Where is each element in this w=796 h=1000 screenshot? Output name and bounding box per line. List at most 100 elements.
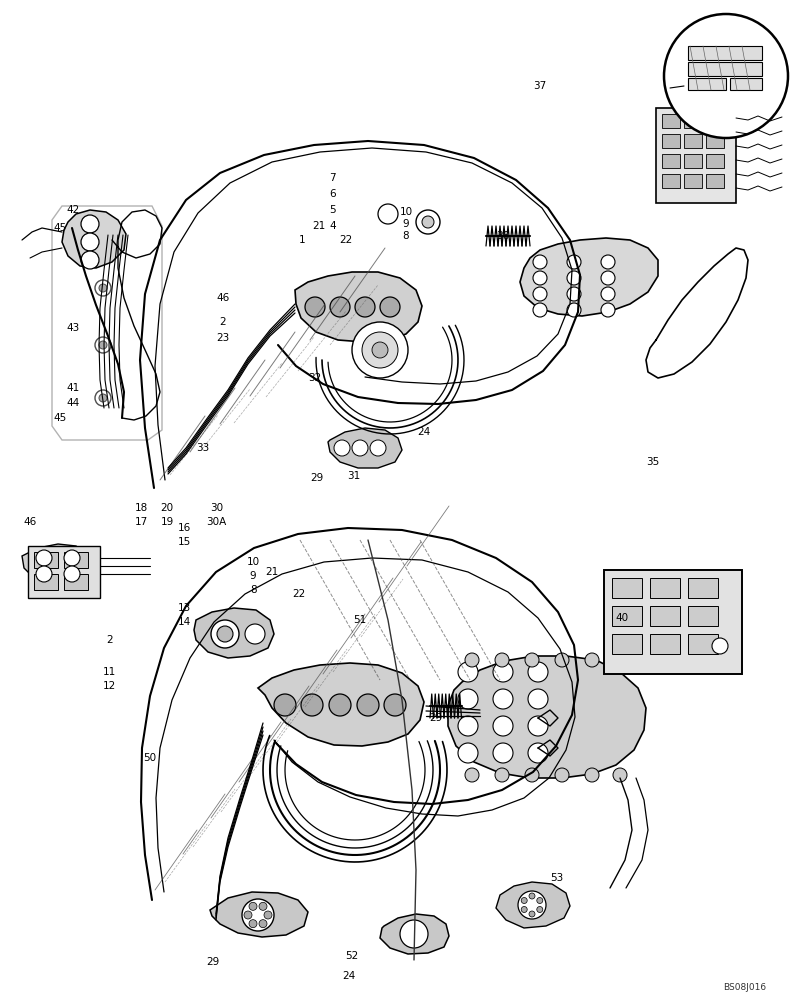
Polygon shape: [380, 914, 449, 954]
Circle shape: [465, 653, 479, 667]
Circle shape: [567, 255, 581, 269]
Circle shape: [36, 566, 52, 582]
Circle shape: [305, 297, 325, 317]
Circle shape: [95, 337, 111, 353]
Polygon shape: [52, 206, 162, 440]
Circle shape: [528, 662, 548, 682]
Circle shape: [81, 251, 99, 269]
Circle shape: [458, 689, 478, 709]
Circle shape: [249, 902, 257, 910]
Circle shape: [533, 287, 547, 301]
Circle shape: [244, 911, 252, 919]
Text: 33: 33: [197, 443, 209, 453]
Circle shape: [528, 716, 548, 736]
Circle shape: [495, 653, 509, 667]
Text: 32: 32: [308, 373, 321, 383]
Text: 19: 19: [161, 517, 174, 527]
Text: 45: 45: [54, 223, 67, 233]
Text: 23: 23: [217, 333, 229, 343]
Circle shape: [533, 271, 547, 285]
Circle shape: [601, 271, 615, 285]
Circle shape: [384, 694, 406, 716]
Circle shape: [357, 694, 379, 716]
Text: 29: 29: [430, 713, 443, 723]
Circle shape: [601, 287, 615, 301]
Text: 40: 40: [616, 613, 629, 623]
Circle shape: [81, 233, 99, 251]
Text: 16: 16: [178, 523, 191, 533]
Circle shape: [370, 440, 386, 456]
Text: 43: 43: [67, 323, 80, 333]
Circle shape: [533, 303, 547, 317]
Text: 10: 10: [400, 207, 412, 217]
Circle shape: [95, 390, 111, 406]
Bar: [688, 62, 762, 76]
Circle shape: [585, 653, 599, 667]
Text: BS08J016: BS08J016: [723, 984, 766, 992]
Text: 24: 24: [342, 971, 355, 981]
Bar: [684, 174, 702, 188]
Circle shape: [334, 440, 350, 456]
Text: 24: 24: [418, 427, 431, 437]
Circle shape: [533, 255, 547, 269]
Polygon shape: [295, 272, 422, 342]
Circle shape: [525, 653, 539, 667]
Bar: [706, 134, 724, 148]
Circle shape: [458, 743, 478, 763]
Text: 11: 11: [103, 667, 116, 677]
Text: 31: 31: [348, 471, 361, 481]
Circle shape: [601, 303, 615, 317]
Bar: [688, 606, 718, 626]
Circle shape: [601, 255, 615, 269]
Text: 2: 2: [220, 317, 226, 327]
Text: 22: 22: [292, 589, 305, 599]
Circle shape: [64, 550, 80, 566]
Circle shape: [555, 768, 569, 782]
Text: 8: 8: [403, 231, 409, 241]
Bar: [650, 634, 680, 654]
Bar: [730, 78, 762, 90]
Text: 30A: 30A: [206, 517, 227, 527]
Bar: [688, 578, 718, 598]
Text: 4: 4: [330, 221, 336, 231]
Text: 9: 9: [250, 571, 256, 581]
Bar: [34, 574, 58, 590]
Text: 5: 5: [330, 205, 336, 215]
Circle shape: [259, 920, 267, 928]
Circle shape: [380, 297, 400, 317]
Text: 20: 20: [161, 503, 174, 513]
Text: 8: 8: [250, 585, 256, 595]
Text: 1: 1: [299, 235, 306, 245]
Circle shape: [378, 204, 398, 224]
Circle shape: [99, 341, 107, 349]
Circle shape: [525, 768, 539, 782]
Circle shape: [259, 902, 267, 910]
Text: 44: 44: [67, 398, 80, 408]
Polygon shape: [22, 544, 92, 584]
Text: 41: 41: [67, 383, 80, 393]
Polygon shape: [520, 238, 658, 316]
Text: 46: 46: [217, 293, 229, 303]
Circle shape: [352, 322, 408, 378]
Bar: [662, 154, 680, 168]
Bar: [28, 546, 100, 598]
Polygon shape: [496, 882, 570, 928]
Circle shape: [422, 216, 434, 228]
Text: 53: 53: [551, 873, 564, 883]
Bar: [684, 134, 702, 148]
Text: 29: 29: [207, 957, 220, 967]
Circle shape: [99, 232, 107, 240]
Text: 9: 9: [403, 219, 409, 229]
Text: 45: 45: [54, 413, 67, 423]
Circle shape: [555, 653, 569, 667]
Text: 29: 29: [310, 473, 323, 483]
Text: 36: 36: [497, 231, 509, 241]
Text: 52: 52: [345, 951, 358, 961]
Circle shape: [372, 342, 388, 358]
Bar: [706, 114, 724, 128]
Polygon shape: [210, 892, 308, 937]
Circle shape: [465, 768, 479, 782]
Text: 21: 21: [312, 221, 325, 231]
Bar: [706, 154, 724, 168]
Circle shape: [585, 768, 599, 782]
